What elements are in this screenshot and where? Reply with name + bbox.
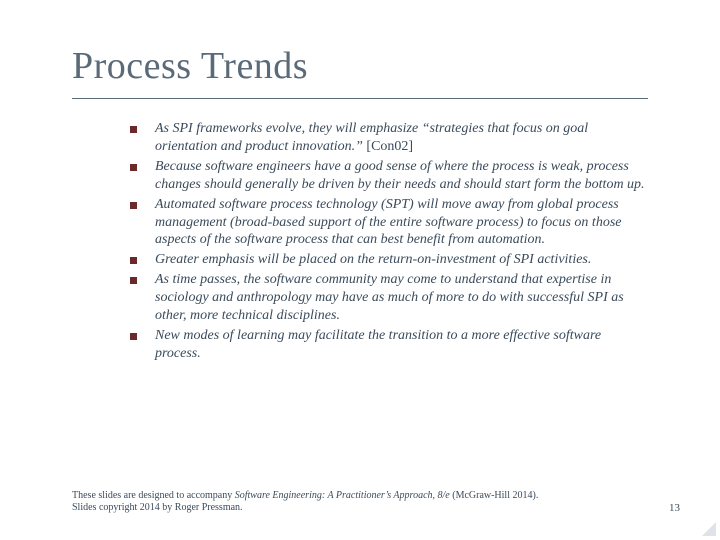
bullet-italic: Greater emphasis will be placed on the r… [155, 252, 591, 267]
list-item: Greater emphasis will be placed on the r… [130, 251, 650, 269]
page-number: 13 [669, 502, 680, 514]
list-item: New modes of learning may facilitate the… [130, 327, 650, 363]
bullet-italic: As time passes, the software community m… [155, 272, 624, 323]
bullet-icon [130, 164, 137, 171]
bullet-list: As SPI frameworks evolve, they will emph… [130, 120, 650, 365]
bullet-italic: Automated software process technology (S… [155, 197, 621, 248]
bullet-icon [130, 333, 137, 340]
bullet-icon [130, 257, 137, 264]
list-item: As SPI frameworks evolve, they will emph… [130, 120, 650, 156]
bullet-text: Greater emphasis will be placed on the r… [155, 251, 650, 269]
bullet-citation: [Con02] [366, 139, 413, 154]
bullet-icon [130, 202, 137, 209]
bullet-italic: New modes of learning may facilitate the… [155, 328, 601, 361]
footer-prefix: These slides are designed to accompany [72, 490, 235, 501]
bullet-text: Automated software process technology (S… [155, 196, 650, 250]
footer-book-title: Software Engineering: A Practitioner’s A… [235, 490, 453, 501]
corner-decoration [702, 522, 716, 536]
bullet-text: As SPI frameworks evolve, they will emph… [155, 120, 650, 156]
slide-title: Process Trends [72, 44, 308, 88]
list-item: Because software engineers have a good s… [130, 158, 650, 194]
list-item: As time passes, the software community m… [130, 271, 650, 325]
bullet-icon [130, 126, 137, 133]
bullet-text: As time passes, the software community m… [155, 271, 650, 325]
slide: Process Trends As SPI frameworks evolve,… [0, 0, 720, 540]
bullet-text: New modes of learning may facilitate the… [155, 327, 650, 363]
list-item: Automated software process technology (S… [130, 196, 650, 250]
bullet-icon [130, 277, 137, 284]
title-underline [72, 98, 648, 99]
bullet-text: Because software engineers have a good s… [155, 158, 650, 194]
footer-attribution: These slides are designed to accompany S… [72, 490, 552, 514]
bullet-italic: Because software engineers have a good s… [155, 159, 645, 192]
